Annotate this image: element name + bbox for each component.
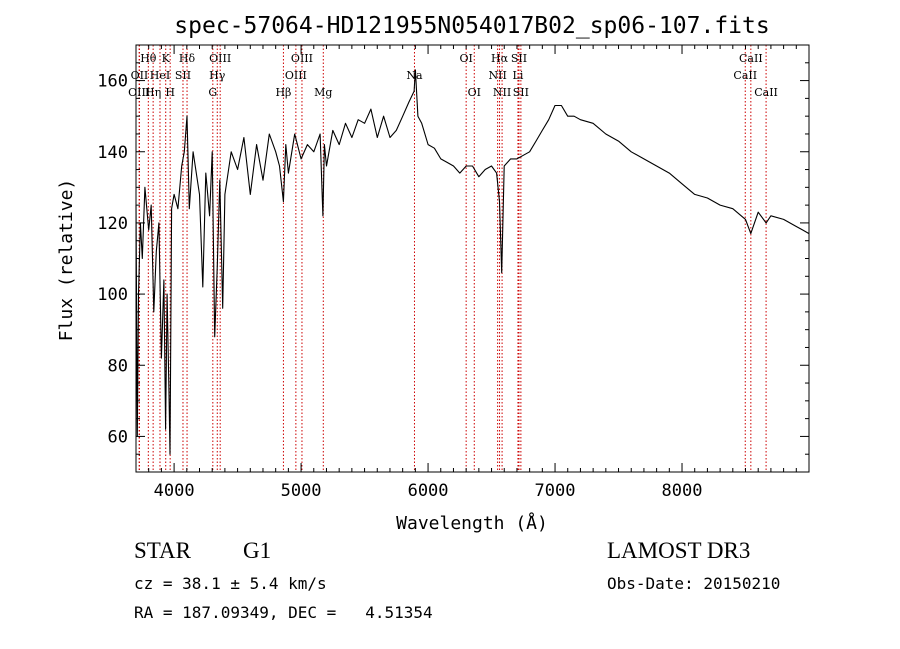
x-tick-label: 7000 [535, 481, 576, 501]
x-tick-label: 5000 [281, 481, 322, 501]
line-label-6: Hδ [179, 52, 196, 65]
line-label-13: OIII [285, 69, 307, 82]
line-label-0: Hθ [140, 52, 157, 65]
line-label-26: CaII [733, 69, 757, 82]
line-label-1: OII [131, 69, 149, 82]
line-label-27: CaII [754, 86, 778, 99]
line-label-18: OI [468, 86, 481, 99]
line-label-23: NII [493, 86, 511, 99]
x-axis: 4000 5000 6000 7000 8000 [148, 45, 797, 501]
line-label-25: CaII [739, 52, 763, 65]
line-label-2: OIII [128, 86, 150, 99]
y-tick-label: 60 [108, 427, 128, 447]
y-axis-label: Flux (relative) [56, 179, 77, 342]
spectrum-series [135, 69, 810, 455]
observation-date: Obs-Date: 20150210 [607, 574, 781, 593]
line-label-20: SII [511, 52, 527, 65]
line-label-7: SII [175, 69, 191, 82]
line-label-15: Mg [314, 86, 332, 99]
y-tick-label: 140 [97, 143, 128, 163]
object-subclass: G1 [243, 538, 272, 563]
chart-title: spec-57064-HD121955N054017B02_sp06-107.f… [174, 13, 769, 39]
line-label-14: Hβ [275, 86, 291, 99]
line-label-10: Hγ [209, 69, 226, 82]
line-label-17: OI [459, 52, 472, 65]
spectrum-line [135, 69, 810, 455]
y-tick-label: 80 [108, 356, 128, 376]
y-axis: 60 80 100 120 140 160 [97, 44, 809, 473]
line-label-11: G [208, 86, 217, 99]
line-label-8: H [165, 86, 175, 99]
survey-name: LAMOST DR3 [607, 538, 751, 563]
y-tick-label: 120 [97, 214, 128, 234]
x-tick-label: 8000 [662, 481, 703, 501]
y-tick-label: 100 [97, 285, 128, 305]
spectral-line-markers [138, 45, 767, 472]
line-label-3: K [162, 52, 171, 65]
line-label-19: Hα [491, 52, 509, 65]
x-tick-label: 6000 [408, 481, 449, 501]
line-label-9: OIII [209, 52, 231, 65]
x-tick-label: 4000 [154, 481, 195, 501]
line-label-12: OIII [291, 52, 313, 65]
redshift-cz: cz = 38.1 ± 5.4 km/s [134, 574, 327, 593]
x-axis-label: Wavelength (Å) [396, 512, 548, 534]
object-class: STAR [134, 538, 191, 563]
line-label-24: SII [513, 86, 529, 99]
ra-dec: RA = 187.09349, DEC = 4.51354 [134, 603, 433, 622]
line-label-22: Li [513, 69, 524, 82]
line-label-21: NII [488, 69, 506, 82]
y-tick-label: 160 [97, 72, 128, 92]
plot-frame [135, 44, 810, 473]
line-label-4: HeI [150, 69, 170, 82]
line-label-5: Hη [145, 86, 161, 99]
